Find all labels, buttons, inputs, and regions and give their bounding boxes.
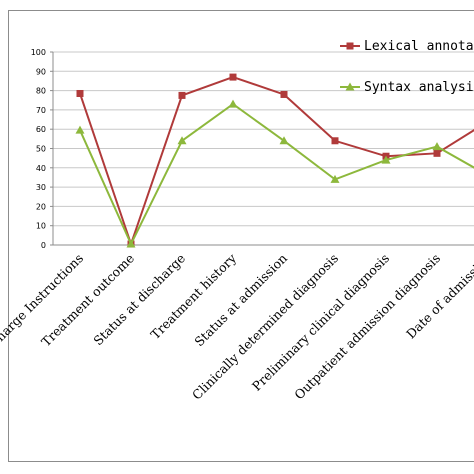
data-point: [177, 136, 187, 145]
x-tick-label: Treatment history: [148, 250, 240, 342]
y-tick-label: 90: [36, 67, 46, 76]
y-tick-label: 70: [36, 106, 46, 115]
series-2: [75, 99, 474, 248]
chart-frame: [8, 10, 474, 462]
legend: Lexical annotation Syntax analysis: [340, 39, 474, 95]
x-tick-label: Treatment outcome: [38, 251, 137, 350]
legend-marker: [346, 42, 354, 50]
legend-label: Syntax analysis: [364, 80, 474, 95]
legend-label: Lexical annotation: [364, 39, 474, 54]
axes: 0 10 20 30 40 50 60 70 80 90 100: [31, 48, 474, 250]
data-point: [178, 91, 186, 99]
y-tick-label: 40: [36, 164, 46, 173]
data-point: [279, 136, 289, 145]
data-point: [331, 137, 339, 145]
y-tick-label: 80: [36, 87, 46, 96]
data-point: [330, 174, 340, 183]
series-layer: [75, 73, 474, 248]
y-tick-label: 30: [36, 183, 46, 192]
legend-marker: [345, 82, 355, 91]
data-point: [76, 89, 84, 97]
y-tick-label: 50: [36, 145, 46, 154]
y-tick-label: 20: [36, 202, 46, 211]
y-tick-label: 60: [36, 125, 46, 134]
y-tick-label: 100: [31, 48, 46, 57]
y-tick-label: 0: [41, 241, 46, 250]
data-point: [126, 239, 136, 248]
series-line: [79, 76, 474, 248]
data-point: [75, 125, 85, 134]
series-1: [76, 73, 474, 248]
data-point: [432, 142, 442, 151]
data-point: [433, 149, 441, 157]
data-point: [228, 99, 238, 108]
x-tick-label: Status at admission: [191, 251, 290, 350]
x-tick-label: Status at discharge: [90, 251, 188, 349]
y-tick-label: 10: [36, 222, 46, 231]
data-point: [381, 155, 391, 164]
data-point: [229, 73, 237, 81]
data-point: [280, 90, 288, 98]
